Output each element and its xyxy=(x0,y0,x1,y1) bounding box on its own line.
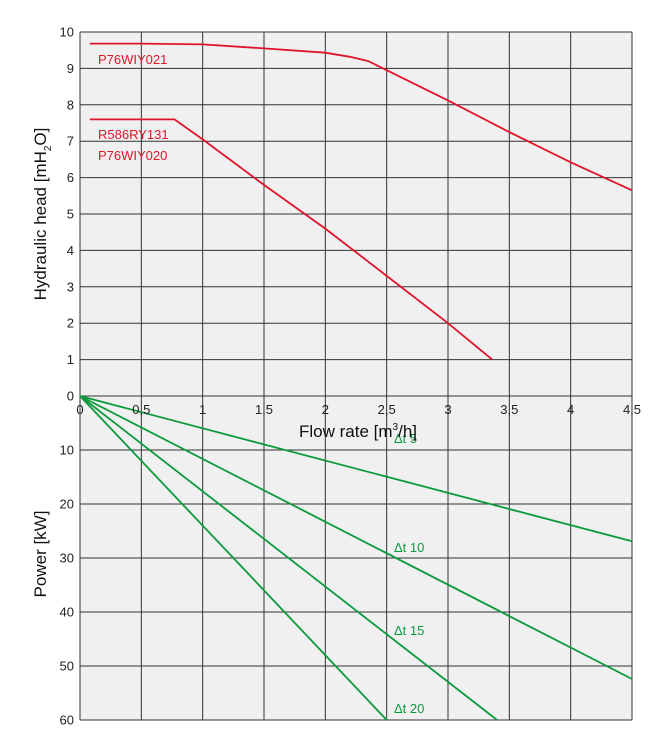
x-tick-label: 0,5 xyxy=(132,402,150,417)
x-axis-label: Flow rate [m3/h] xyxy=(299,422,417,441)
y-tick-label-power: 30 xyxy=(60,551,74,566)
y-tick-label-power: 50 xyxy=(60,659,74,674)
x-tick-label: 0 xyxy=(76,402,83,417)
y-axis-label-power: Power [kW] xyxy=(31,511,50,598)
series-label-dt-20: Δt 20 xyxy=(394,701,424,716)
y-tick-label-head: 6 xyxy=(67,170,74,185)
y-tick-label-head: 10 xyxy=(60,25,74,40)
series-label-p76wiy020: P76WIY020 xyxy=(98,148,167,163)
y-tick-label-head: 8 xyxy=(67,97,74,112)
x-tick-label: 3 xyxy=(444,402,451,417)
x-tick-label: 2,5 xyxy=(378,402,396,417)
y-tick-label-head: 1 xyxy=(67,352,74,367)
y-tick-label-head: 0 xyxy=(67,389,74,404)
y-tick-label-power: 20 xyxy=(60,497,74,512)
y-tick-label-power: 10 xyxy=(60,443,74,458)
y-tick-label-head: 5 xyxy=(67,207,74,222)
x-tick-label: 4,5 xyxy=(623,402,641,417)
y-tick-label-power: 60 xyxy=(60,713,74,728)
x-tick-label: 2 xyxy=(322,402,329,417)
series-label-dt-10: Δt 10 xyxy=(394,540,424,555)
y-tick-label-head: 4 xyxy=(67,243,74,258)
y-tick-label-head: 2 xyxy=(67,316,74,331)
x-tick-label: 4 xyxy=(567,402,574,417)
y-tick-label-head: 9 xyxy=(67,61,74,76)
series-label-r586ry131: R586RY131 xyxy=(98,127,169,142)
y-tick-label-head: 7 xyxy=(67,134,74,149)
y-tick-label-power: 40 xyxy=(60,605,74,620)
series-label-dt-15: Δt 15 xyxy=(394,623,424,638)
x-tick-label: 1,5 xyxy=(255,402,273,417)
x-tick-label: 3,5 xyxy=(500,402,518,417)
series-label-p76wiy021: P76WIY021 xyxy=(98,52,167,67)
y-tick-label-head: 3 xyxy=(67,279,74,294)
x-tick-label: 1 xyxy=(199,402,206,417)
